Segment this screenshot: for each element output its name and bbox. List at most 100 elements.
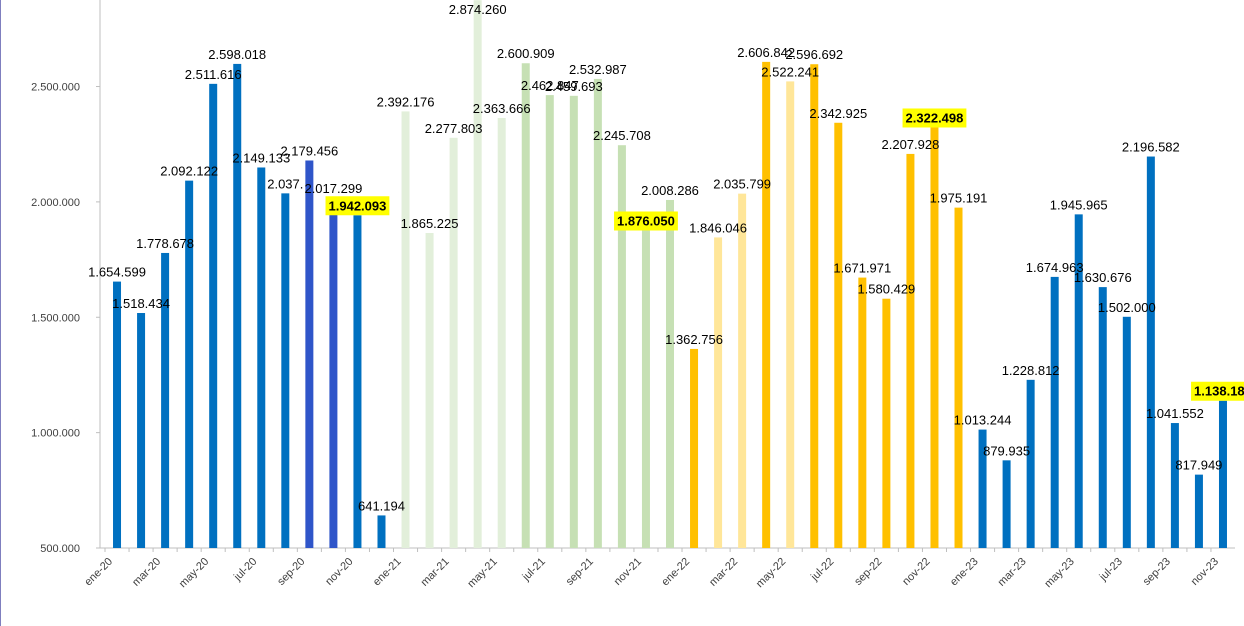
bar (401, 111, 410, 549)
x-tick-label: may-23 (1042, 556, 1076, 590)
x-tick-label: ene-22 (659, 556, 692, 589)
bar (305, 160, 314, 549)
data-label: 2.532.987 (569, 62, 627, 77)
bar (1170, 423, 1179, 548)
bar (617, 145, 626, 548)
data-label: 1.945.965 (1050, 197, 1108, 212)
data-label: 2.017.299 (304, 181, 362, 196)
label-highlight (902, 108, 967, 128)
data-label: 1.975.191 (930, 191, 988, 206)
data-label: 641.194 (358, 498, 405, 513)
x-tick-label: mar-22 (707, 556, 740, 589)
bar (1050, 276, 1059, 548)
data-label: 1.502.000 (1098, 300, 1156, 315)
data-label: 1.041.552 (1146, 406, 1204, 421)
data-label: 1.876.050 (617, 213, 675, 228)
bar (954, 207, 963, 548)
data-label: 2.322.498 (906, 110, 964, 125)
x-tick-label: nov-23 (1189, 556, 1221, 588)
bar (449, 137, 458, 548)
bar (714, 237, 723, 548)
x-tick-label: ene-21 (371, 556, 404, 589)
bar (1122, 316, 1131, 548)
data-label: 2.363.666 (473, 101, 531, 116)
bar (497, 117, 506, 549)
data-label: 817.949 (1175, 458, 1222, 473)
bar (425, 232, 434, 548)
x-tick-label: ene-23 (948, 556, 981, 589)
label-highlight (325, 196, 390, 216)
data-label: 2.598.018 (208, 47, 266, 62)
bar (641, 230, 650, 548)
data-label: 2.874.260 (449, 2, 507, 17)
bar (834, 122, 843, 549)
data-label: 1.778.678 (136, 236, 194, 251)
data-label: 2.207.928 (882, 137, 940, 152)
x-tick-label: jul-21 (520, 556, 548, 584)
bar (786, 81, 795, 548)
bar (1002, 460, 1011, 548)
data-label: 1.630.676 (1074, 270, 1132, 285)
bar (1098, 287, 1107, 548)
bar (666, 199, 674, 548)
data-label: 2.149.133 (232, 150, 290, 165)
bar (1194, 474, 1203, 548)
y-tick-label: 2.500.000 (31, 82, 80, 94)
bar (906, 153, 915, 548)
x-tick-label: sep-23 (1141, 556, 1173, 588)
label-highlight (614, 211, 678, 231)
bar (281, 193, 290, 548)
bar (233, 63, 242, 549)
bar (1146, 156, 1155, 549)
bar (593, 78, 602, 548)
bar (329, 197, 338, 549)
x-tick-label: may-20 (177, 556, 211, 590)
bar (930, 127, 939, 548)
bar (473, 0, 482, 549)
y-tick-label: 1.500.000 (31, 312, 80, 324)
x-tick-label: mar-20 (130, 556, 163, 589)
data-label: 2.392.176 (377, 94, 435, 109)
data-label: 1.654.599 (88, 265, 146, 280)
data-label: 2.037. (267, 176, 303, 191)
x-tick-label: may-22 (754, 556, 788, 590)
data-label: 1.674.963 (1026, 260, 1084, 275)
x-tick-label: sep-22 (852, 556, 884, 588)
data-label: 2.092.122 (160, 164, 218, 179)
bar (810, 64, 819, 548)
bar (1026, 379, 1035, 548)
x-tick-label: mar-21 (419, 556, 452, 589)
data-label: 1.846.046 (689, 220, 747, 235)
data-label: 2.600.909 (497, 46, 555, 61)
bar (377, 515, 386, 548)
data-label: 2.596.692 (785, 47, 843, 62)
x-tick-label: mar-23 (996, 556, 1029, 589)
data-label: 1.671.971 (833, 261, 891, 276)
bar (137, 313, 146, 548)
data-label: 2.245.708 (593, 128, 651, 143)
data-label: 1.013.244 (954, 413, 1012, 428)
x-tick-label: nov-20 (323, 556, 355, 588)
data-label: 1.228.812 (1002, 363, 1060, 378)
bar (690, 348, 699, 548)
x-tick-label: jul-20 (231, 556, 259, 584)
data-label: 2.462.847 (521, 78, 579, 93)
bar (762, 61, 771, 548)
data-label: 2.511.616 (185, 67, 242, 82)
y-tick-label: 1.000.000 (31, 428, 80, 440)
y-tick-label: 2.000.000 (31, 197, 80, 209)
x-tick-label: sep-20 (275, 556, 307, 588)
data-label: 2.522.241 (761, 64, 819, 79)
x-tick-label: jul-22 (808, 556, 836, 584)
bar (257, 167, 266, 548)
data-label: 2.035.799 (713, 177, 771, 192)
data-label: 2.606.842 (737, 45, 795, 60)
data-label: 1.138.182 (1194, 384, 1244, 399)
bar (738, 193, 747, 548)
data-label: 879.935 (983, 443, 1030, 458)
data-label: 1.518.434 (112, 296, 170, 311)
data-label: 2.342.925 (809, 106, 867, 121)
bar (978, 429, 987, 548)
x-tick-label: jul-23 (1097, 556, 1125, 584)
